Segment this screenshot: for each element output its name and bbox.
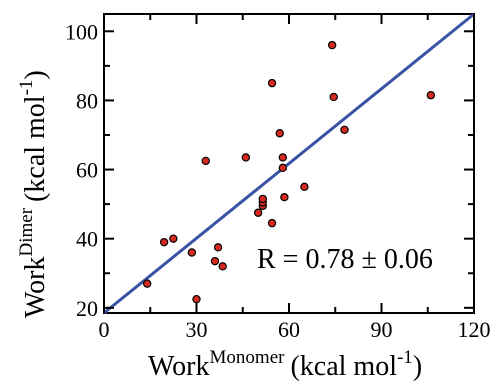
y-axis-title-unit-suffix: ) bbox=[20, 70, 51, 79]
data-point bbox=[258, 194, 267, 204]
x-axis-title: WorkMonomer (kcal mol-1) bbox=[148, 347, 422, 382]
y-axis-title-sup: Dimer bbox=[16, 207, 37, 256]
data-point bbox=[142, 279, 152, 288]
y-axis-title: WorkDimer (kcal mol-1) bbox=[16, 70, 51, 318]
data-point bbox=[278, 153, 288, 162]
ticks-layer: 0 30 60 90 120 20 40 60 80 100 bbox=[65, 14, 491, 342]
data-point bbox=[169, 234, 178, 243]
x-axis-title-unit: (kcal mol bbox=[290, 351, 397, 382]
x-axis-title-unit-sup: -1 bbox=[397, 347, 413, 368]
y-axis-title-unit: (kcal mol bbox=[20, 95, 51, 202]
data-point bbox=[267, 78, 277, 88]
data-point bbox=[275, 129, 284, 138]
data-point bbox=[280, 193, 289, 202]
data-point bbox=[201, 156, 210, 166]
x-tick-label: 120 bbox=[458, 317, 491, 342]
data-point bbox=[192, 294, 201, 304]
data-point bbox=[267, 218, 277, 228]
data-points-layer bbox=[142, 40, 436, 304]
data-point bbox=[187, 248, 197, 257]
data-point bbox=[241, 153, 251, 162]
data-point bbox=[340, 125, 349, 134]
data-point bbox=[218, 262, 227, 271]
x-axis-title-main: Work bbox=[148, 351, 210, 382]
x-axis-title-sup: Monomer bbox=[210, 347, 286, 368]
data-point bbox=[327, 40, 337, 50]
y-tick-label: 60 bbox=[76, 158, 98, 183]
data-point bbox=[300, 182, 309, 192]
y-axis-title-unit-sup: -1 bbox=[16, 80, 37, 96]
x-tick-label: 60 bbox=[278, 317, 300, 342]
x-axis-title-unit-suffix: ) bbox=[413, 351, 422, 382]
x-tick-label: 30 bbox=[186, 317, 208, 342]
y-tick-label: 80 bbox=[76, 88, 98, 113]
x-tick-label: 90 bbox=[371, 317, 393, 342]
data-point bbox=[253, 208, 263, 217]
data-point bbox=[329, 92, 338, 102]
data-point bbox=[159, 237, 169, 247]
y-tick-label: 100 bbox=[65, 19, 98, 44]
data-point bbox=[213, 243, 223, 252]
fit-line bbox=[103, 12, 475, 315]
y-tick-label: 40 bbox=[76, 227, 98, 252]
annotation-r-value: R = 0.78 ± 0.06 bbox=[257, 244, 433, 275]
y-tick-label: 20 bbox=[76, 296, 98, 321]
fit-line-layer bbox=[103, 12, 475, 315]
data-point bbox=[210, 256, 220, 266]
y-axis-title-main: Work bbox=[20, 256, 51, 318]
data-point bbox=[278, 163, 288, 173]
data-point bbox=[426, 91, 436, 100]
x-tick-label: 0 bbox=[99, 317, 110, 342]
